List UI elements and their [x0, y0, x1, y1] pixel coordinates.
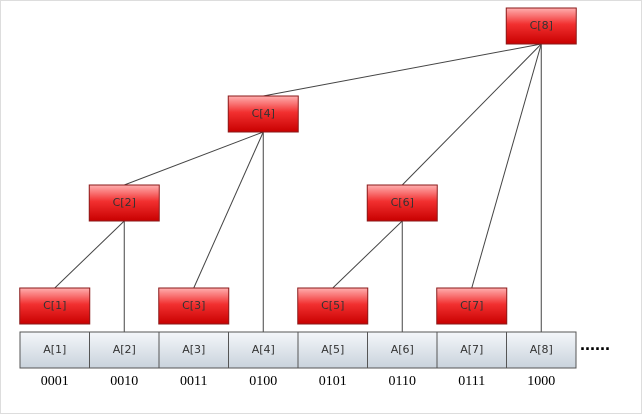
binary-index: 1000 — [527, 374, 555, 389]
edge — [471, 43, 542, 289]
tree-node-label: C[5] — [321, 299, 344, 312]
tree-node — [505, 7, 577, 45]
tree-node-label: C[2] — [113, 196, 136, 209]
edge — [124, 131, 264, 186]
tree-node-label: C[1] — [43, 299, 66, 312]
ellipsis: ...... — [580, 334, 610, 354]
array-label: A[2] — [113, 343, 136, 356]
binary-index: 0101 — [319, 374, 347, 389]
edge — [54, 220, 125, 289]
tree-node-label: C[6] — [391, 196, 414, 209]
array-cell — [436, 331, 507, 369]
array-label: A[7] — [460, 343, 483, 356]
array-label: A[5] — [321, 343, 344, 356]
array-label: A[4] — [252, 343, 275, 356]
binary-index: 0111 — [458, 374, 485, 389]
tree-node — [436, 287, 508, 325]
tree-node-label: C[3] — [182, 299, 205, 312]
tree-node — [366, 184, 438, 222]
array-label: A[1] — [43, 343, 66, 356]
edge — [193, 131, 264, 289]
edge — [263, 43, 542, 97]
nodes: A[1] 0001 A[2] 0010 A[3] 0011 A[4] 0100 A[5] 0101… — [19, 7, 577, 389]
edge — [401, 43, 542, 186]
binary-index: 0010 — [110, 374, 138, 389]
binary-index: 0011 — [180, 374, 207, 389]
tree-node — [19, 287, 91, 325]
array-cell — [506, 331, 577, 369]
tree-node — [297, 287, 369, 325]
tree-node — [158, 287, 230, 325]
array-cell — [297, 331, 368, 369]
tree-node — [227, 95, 299, 133]
array-label: A[3] — [182, 343, 205, 356]
edges — [54, 43, 542, 332]
tree-node-label: C[8] — [530, 19, 553, 32]
array-label: A[6] — [391, 343, 414, 356]
binary-index: 0110 — [389, 374, 416, 389]
array-label: A[8] — [530, 343, 553, 356]
array-cell — [367, 331, 438, 369]
array-cell — [19, 331, 90, 369]
tree-node — [88, 184, 160, 222]
tree-node-label: C[4] — [252, 107, 275, 120]
tree-node-label: C[7] — [460, 299, 483, 312]
edge — [332, 220, 403, 289]
binary-index: 0100 — [249, 374, 277, 389]
binary-index: 0001 — [41, 374, 69, 389]
